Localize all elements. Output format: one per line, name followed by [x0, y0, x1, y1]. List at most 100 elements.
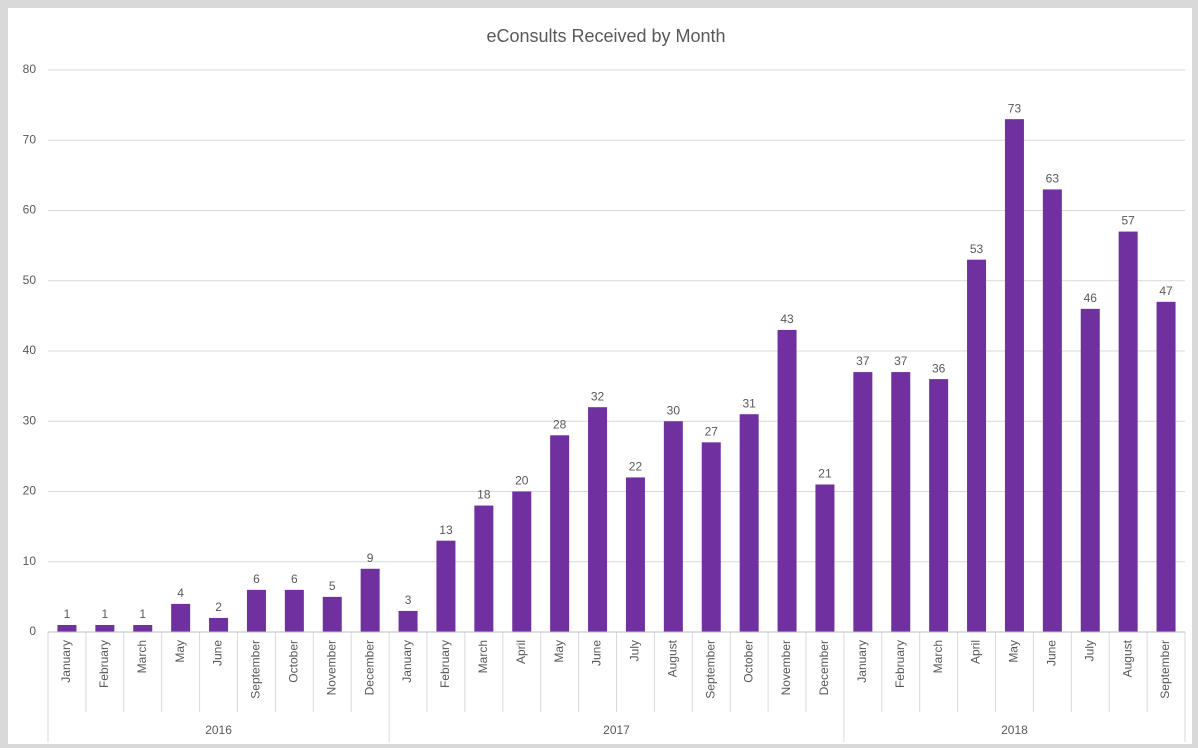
bar: [1080, 308, 1100, 632]
bar: [246, 589, 266, 632]
bar: [322, 596, 342, 632]
x-tick-label: October: [287, 640, 301, 683]
x-tick-label: August: [666, 639, 680, 677]
data-label: 63: [1046, 172, 1060, 186]
y-tick-label: 40: [23, 343, 37, 357]
x-tick-label: October: [741, 640, 755, 683]
data-label: 4: [177, 586, 184, 600]
bar: [701, 442, 721, 632]
data-label: 2: [215, 600, 222, 614]
bar: [777, 329, 797, 632]
bar: [57, 624, 77, 632]
data-label: 1: [139, 607, 146, 621]
data-label: 32: [591, 389, 605, 403]
bar: [1042, 189, 1062, 633]
x-tick-label: February: [97, 640, 111, 688]
x-tick-label: June: [590, 640, 604, 666]
x-tick-label: February: [893, 640, 907, 688]
data-label: 31: [742, 396, 756, 410]
x-tick-label: March: [931, 640, 945, 673]
bar: [550, 435, 570, 632]
x-tick-label: November: [779, 640, 793, 695]
x-tick-label: May: [552, 640, 566, 663]
x-tick-label: June: [1045, 640, 1059, 666]
x-tick-label: April: [514, 640, 528, 664]
bar: [1118, 231, 1138, 632]
data-label: 3: [405, 593, 412, 607]
x-tick-label: March: [135, 640, 149, 673]
x-tick-label: January: [59, 640, 73, 683]
bar: [1004, 119, 1024, 633]
data-label: 37: [856, 354, 870, 368]
data-label: 53: [970, 242, 984, 256]
y-tick-label: 20: [23, 484, 37, 498]
y-tick-label: 30: [23, 413, 37, 427]
bar: [815, 484, 835, 632]
group-label: 2016: [205, 723, 232, 737]
data-label: 28: [553, 417, 567, 431]
bar: [588, 407, 608, 632]
x-tick-label: April: [969, 640, 983, 664]
x-tick-label: May: [1007, 640, 1021, 663]
x-tick-label: December: [362, 640, 376, 695]
bar: [853, 372, 873, 632]
y-tick-label: 50: [23, 273, 37, 287]
y-tick-label: 10: [23, 554, 37, 568]
bar: [95, 624, 115, 632]
x-tick-label: September: [1158, 640, 1172, 699]
data-label: 73: [1008, 101, 1022, 115]
bar: [1156, 301, 1176, 632]
data-label: 20: [515, 474, 529, 488]
y-tick-label: 60: [23, 203, 37, 217]
x-tick-label: March: [476, 640, 490, 673]
group-label: 2017: [603, 723, 630, 737]
bar: [171, 603, 191, 632]
bar: [209, 617, 229, 632]
x-tick-label: May: [173, 640, 187, 663]
bar: [436, 540, 456, 632]
data-label: 5: [329, 579, 336, 593]
data-label: 22: [629, 460, 643, 474]
data-label: 9: [367, 551, 374, 565]
bar: [398, 610, 418, 632]
bar: [967, 259, 987, 632]
x-tick-label: November: [324, 640, 338, 695]
data-label: 30: [667, 403, 681, 417]
y-tick-label: 0: [29, 624, 36, 638]
data-label: 46: [1084, 291, 1098, 305]
data-label: 57: [1121, 214, 1135, 228]
data-label: 27: [705, 424, 719, 438]
x-tick-label: June: [211, 640, 225, 666]
data-label: 6: [291, 572, 298, 586]
data-label: 1: [102, 607, 109, 621]
data-label: 37: [894, 354, 908, 368]
x-tick-label: August: [1120, 639, 1134, 677]
x-tick-label: September: [703, 640, 717, 699]
data-label: 1: [64, 607, 71, 621]
x-tick-label: February: [438, 640, 452, 688]
bar: [360, 568, 380, 632]
x-tick-label: December: [817, 640, 831, 695]
bar: [474, 505, 494, 632]
data-label: 21: [818, 467, 832, 481]
bar: [739, 414, 759, 632]
data-label: 6: [253, 572, 260, 586]
bar: [891, 372, 911, 632]
x-tick-label: September: [249, 640, 263, 699]
y-tick-label: 80: [23, 62, 37, 76]
data-label: 36: [932, 361, 946, 375]
bar: [625, 477, 645, 632]
bar: [284, 589, 304, 632]
x-tick-label: July: [628, 640, 642, 661]
bar: [512, 491, 532, 632]
chart-title: eConsults Received by Month: [486, 26, 725, 46]
x-tick-label: January: [855, 640, 869, 683]
bar: [929, 379, 949, 632]
group-label: 2018: [1001, 723, 1028, 737]
x-tick-label: January: [400, 640, 414, 683]
y-tick-label: 70: [23, 132, 37, 146]
bar: [133, 624, 153, 632]
x-tick-label: July: [1082, 640, 1096, 661]
data-label: 47: [1159, 284, 1173, 298]
